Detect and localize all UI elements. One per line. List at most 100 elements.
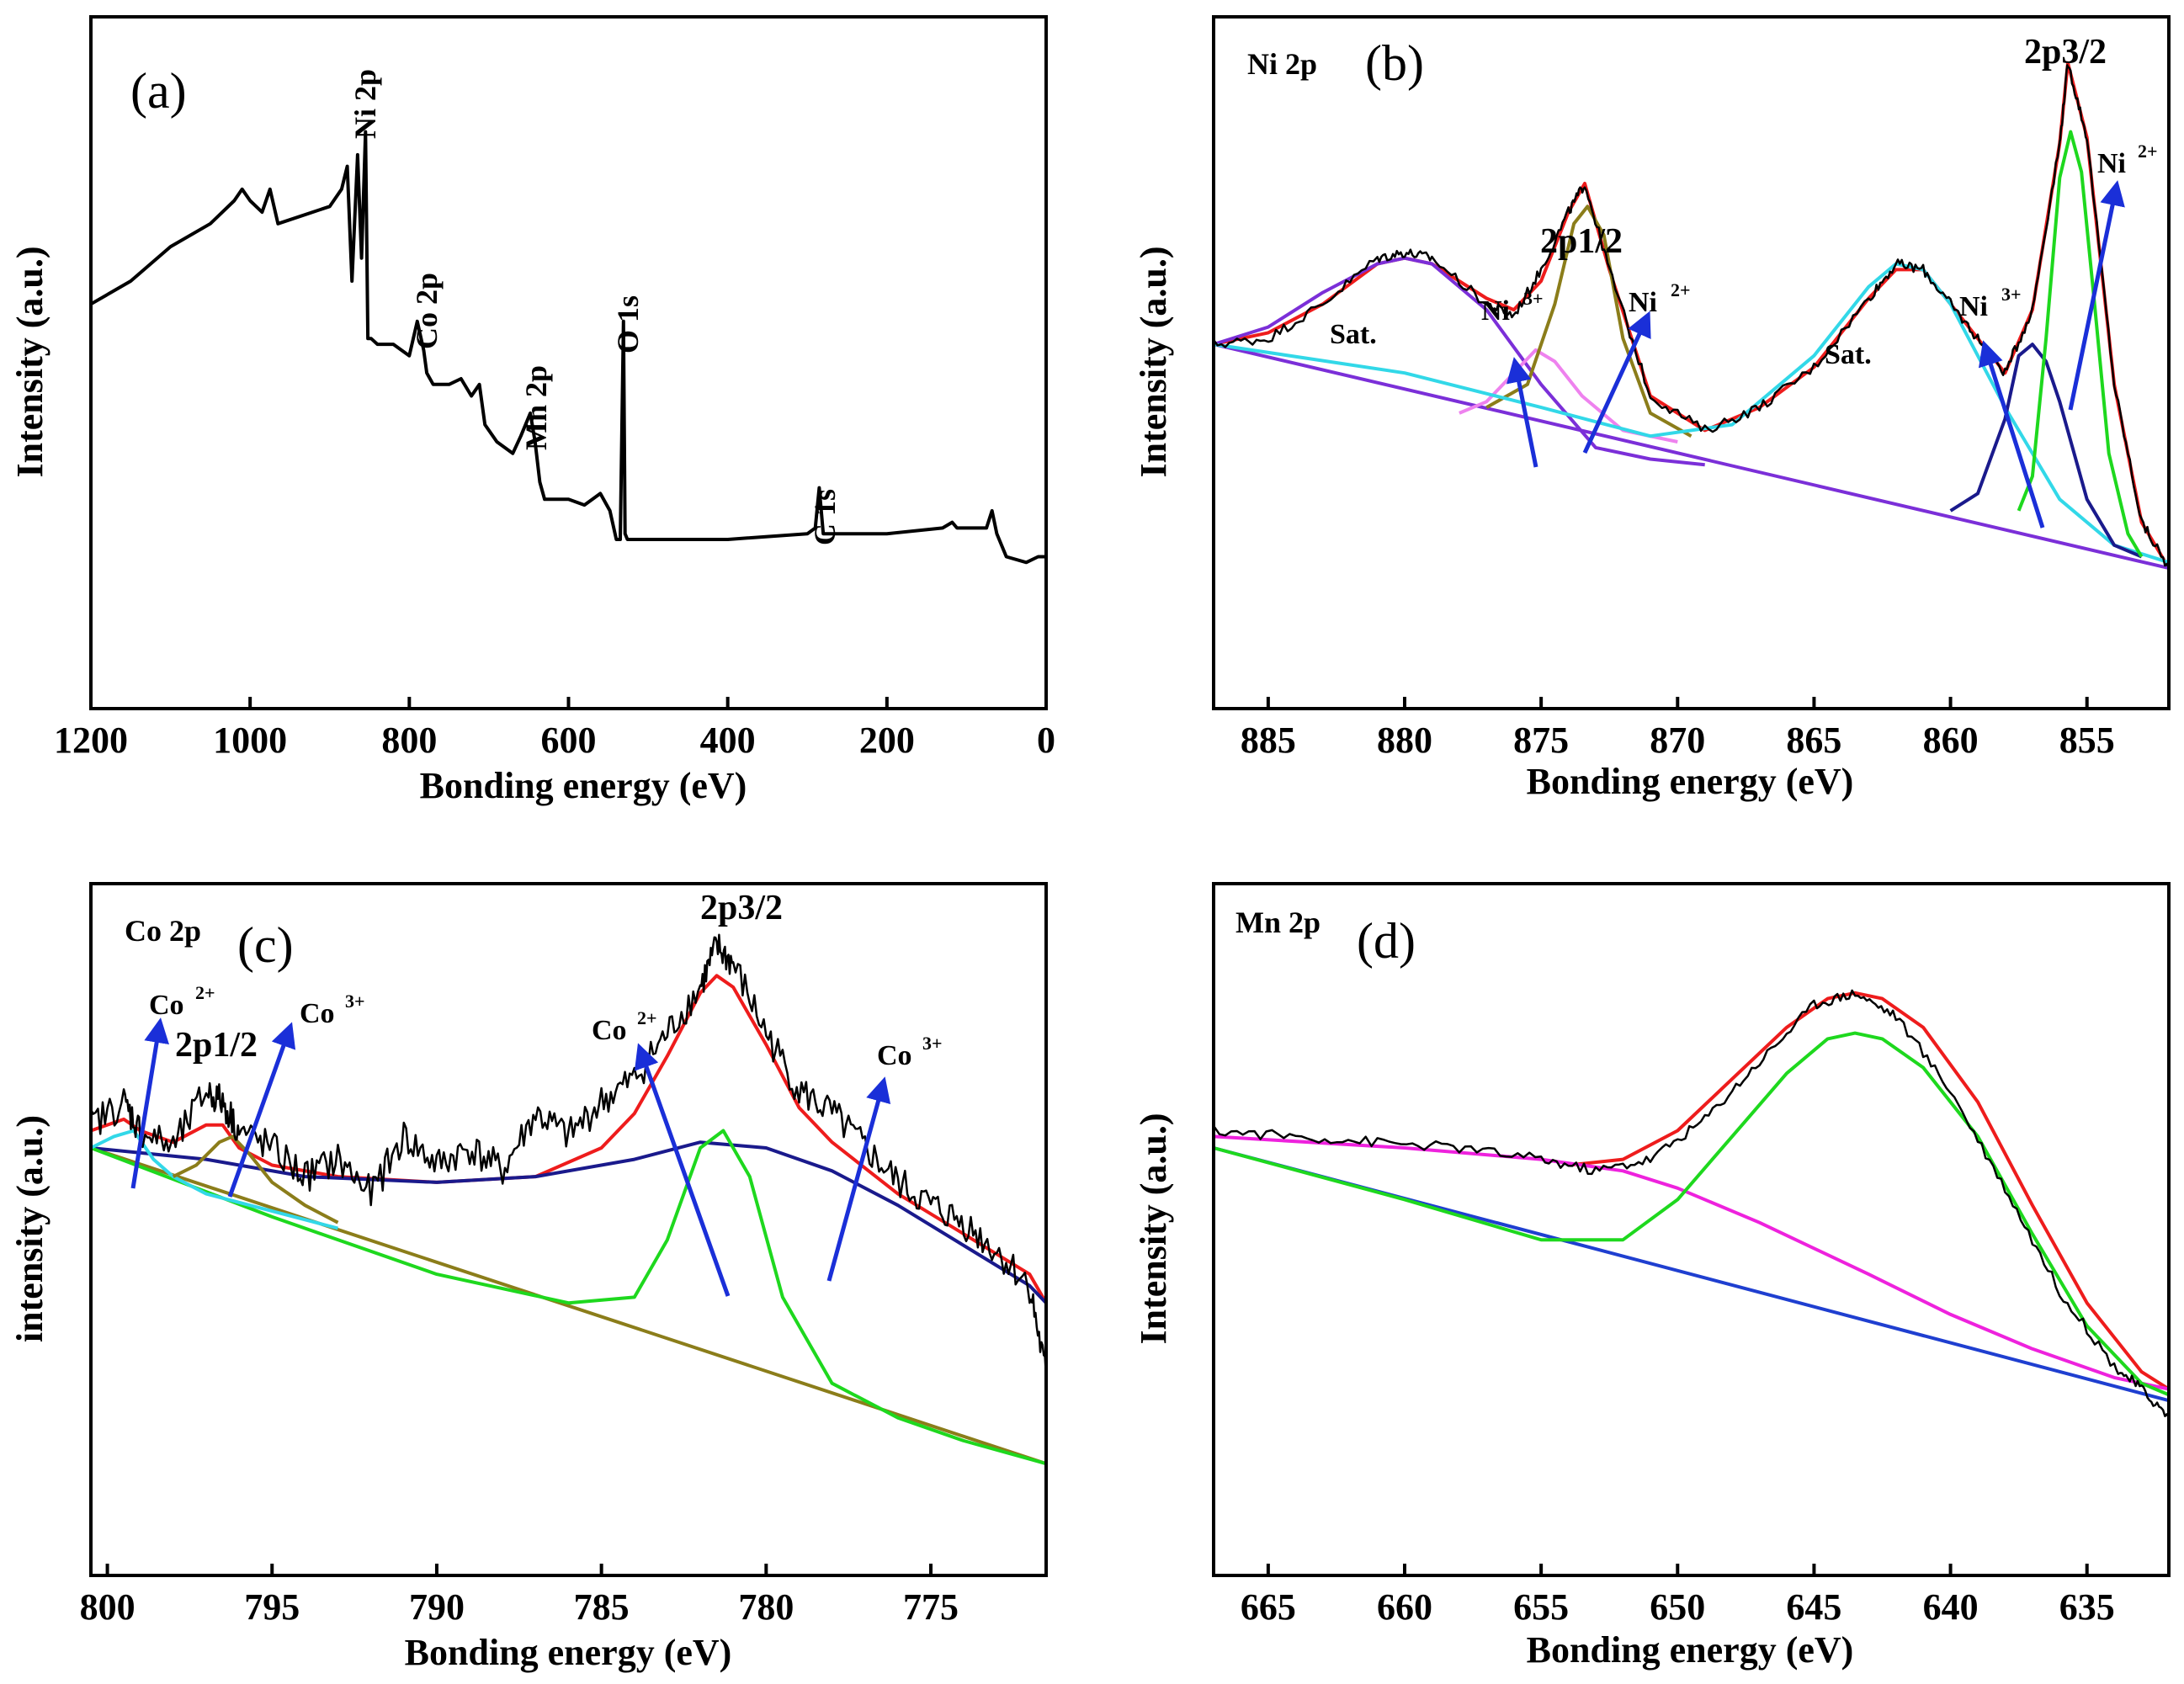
series-b-ni3-2p3-2 xyxy=(1949,343,2143,559)
x-tick-label-d-6: 635 xyxy=(2059,1586,2115,1628)
x-tick-label-a-0: 1200 xyxy=(54,720,128,761)
plot-area-c: 800 795 790 785 780 775 xyxy=(80,933,1048,1628)
x-tick-label-a-4: 400 xyxy=(700,720,756,761)
x-tick-label-a-5: 200 xyxy=(859,720,915,761)
svg-text:Ni: Ni xyxy=(1629,287,1657,318)
label-ni3plus-1-b: Ni 3+ xyxy=(1481,288,1544,327)
peak-label-mn2p: Mn 2p xyxy=(519,365,553,450)
x-tick-label-c-0: 800 xyxy=(80,1586,136,1628)
svg-text:2+: 2+ xyxy=(1671,279,1691,300)
ylabel-b: Intensity (a.u.) xyxy=(1133,246,1174,477)
label-co3plus-1-c: Co 3+ xyxy=(300,991,365,1029)
label-2p12-c: 2p1/2 xyxy=(175,1026,258,1065)
svg-text:Co: Co xyxy=(877,1040,912,1071)
x-tick-label-d-5: 640 xyxy=(1923,1586,1979,1628)
peak-label-co2p: Co 2p xyxy=(410,273,444,349)
ylabel-a: Intensity (a.u.) xyxy=(9,246,50,477)
peak-label-o1s: O 1s xyxy=(611,295,645,353)
series-c-co2-2p3-2 xyxy=(90,1129,1047,1466)
subtitle-d: Mn 2p xyxy=(1235,906,1320,939)
label-2p12-b: 2p1/2 xyxy=(1540,222,1623,261)
panel-label-a: (a) xyxy=(130,63,187,119)
svg-text:3+: 3+ xyxy=(345,991,365,1012)
series-d-raw xyxy=(1212,989,2171,1419)
series-a-survey xyxy=(90,130,1046,565)
x-tick-label-d-4: 645 xyxy=(1786,1586,1841,1628)
plot-area-a: 1200 1000 800 600 400 200 0 xyxy=(54,130,1055,761)
x-tick-label-c-3: 785 xyxy=(574,1586,630,1628)
svg-text:3+: 3+ xyxy=(2001,284,2022,305)
x-tick-label-c-5: 775 xyxy=(903,1586,959,1628)
series-b-ni3-2p1-2 xyxy=(1459,348,1678,444)
svg-text:2+: 2+ xyxy=(2138,141,2158,162)
series-c-co2-2p1-2 xyxy=(90,1129,339,1230)
svg-text:2+: 2+ xyxy=(637,1007,657,1028)
plot-area-b: 885 880 875 870 865 860 855 xyxy=(1212,61,2171,761)
series-b-ni2-2p1-2 xyxy=(1485,205,1692,438)
series-c-co-2p3-2-sat- xyxy=(90,1140,1048,1304)
x-tick-label-a-3: 600 xyxy=(541,720,597,761)
x-tick-label-d-3: 650 xyxy=(1650,1586,1705,1628)
arrow-co3plus-1-c xyxy=(227,1022,296,1198)
label-ni2plus-1-b: Ni 2+ xyxy=(1629,279,1691,318)
arrow-ni2plus-1-b xyxy=(1582,311,1651,454)
label-co2plus-1-c: Co 2+ xyxy=(149,982,215,1021)
svg-text:2+: 2+ xyxy=(195,982,215,1003)
arrow-ni3plus-2-b xyxy=(1978,340,2045,529)
xlabel-c: Bonding energy (eV) xyxy=(405,1632,732,1673)
panel-label-c: (c) xyxy=(237,917,294,973)
label-ni3plus-2-b: Ni 3+ xyxy=(1959,284,2022,322)
series-c-fit-envelope xyxy=(90,974,1048,1304)
ylabel-c: intensity (a.u.) xyxy=(9,1115,50,1342)
subtitle-b: Ni 2p xyxy=(1247,47,1317,81)
label-2p32-b: 2p3/2 xyxy=(2024,33,2107,72)
series-c-raw xyxy=(89,933,1048,1378)
peak-label-ni2p: Ni 2p xyxy=(348,69,382,139)
panel-b: 885 880 875 870 865 860 855 (b) Ni 2p Bonding … xyxy=(1133,15,2171,802)
svg-text:Co: Co xyxy=(592,1015,627,1046)
panel-d: 665 660 655 650 645 640 635 (d) Mn 2p Bonding … xyxy=(1133,882,2171,1671)
frame-c xyxy=(89,882,1048,1577)
panel-label-d: (d) xyxy=(1357,913,1416,969)
arrow-co3plus-2-c xyxy=(826,1076,891,1282)
x-tick-label-b-4: 865 xyxy=(1786,720,1841,761)
series-c-co3-2p1-2 xyxy=(172,1134,339,1224)
x-tick-label-b-2: 875 xyxy=(1513,720,1569,761)
x-tick-label-a-6: 0 xyxy=(1037,720,1055,761)
series-b-background xyxy=(1213,343,2170,571)
label-sat-2-b: Sat. xyxy=(1825,339,1872,370)
series-d-sat- xyxy=(1213,1134,2170,1391)
xlabel-b: Bonding energy (eV) xyxy=(1527,761,1854,802)
series-d-fit-envelope xyxy=(1568,991,2171,1391)
x-tick-label-b-6: 855 xyxy=(2059,720,2115,761)
ylabel-d: Intensity (a.u.) xyxy=(1133,1113,1174,1344)
svg-text:Ni: Ni xyxy=(1959,291,1988,322)
label-2p32-c: 2p3/2 xyxy=(700,889,783,927)
frame-b xyxy=(1212,15,2171,710)
peak-label-c1s: C 1s xyxy=(808,489,842,545)
arrow-ni3plus-1-b xyxy=(1506,357,1538,468)
x-tick-label-a-1: 1000 xyxy=(213,720,287,761)
frame-d xyxy=(1212,882,2171,1577)
x-tick-label-a-2: 800 xyxy=(381,720,437,761)
panel-c: 800 795 790 785 780 775 (c) Co 2p Bonding ene… xyxy=(9,882,1048,1673)
x-tick-label-d-0: 665 xyxy=(1241,1586,1296,1628)
label-sat-1-b: Sat. xyxy=(1330,319,1377,350)
x-tick-label-b-0: 885 xyxy=(1241,720,1296,761)
x-tick-label-c-4: 780 xyxy=(738,1586,794,1628)
arrow-co2plus-1-c xyxy=(130,1017,169,1189)
x-tick-label-d-1: 660 xyxy=(1377,1586,1432,1628)
svg-text:Co: Co xyxy=(149,990,184,1021)
series-b-ni-2p3-2-sat- xyxy=(1213,262,2170,565)
x-tick-label-b-3: 870 xyxy=(1650,720,1705,761)
panel-a: 1200 1000 800 600 400 200 0 (a) Bonding energy… xyxy=(9,15,1055,806)
x-tick-label-c-1: 795 xyxy=(244,1586,300,1628)
series-d-mn-2p3-2 xyxy=(1213,1031,2170,1397)
x-tick-label-b-1: 880 xyxy=(1377,720,1432,761)
series-b-ni-2p1-2-sat- xyxy=(1213,256,1705,467)
x-tick-label-c-2: 790 xyxy=(409,1586,465,1628)
svg-text:Co: Co xyxy=(300,998,335,1029)
frame-a xyxy=(89,15,1048,710)
series-b-ni2-2p3-2 xyxy=(2017,130,2144,558)
